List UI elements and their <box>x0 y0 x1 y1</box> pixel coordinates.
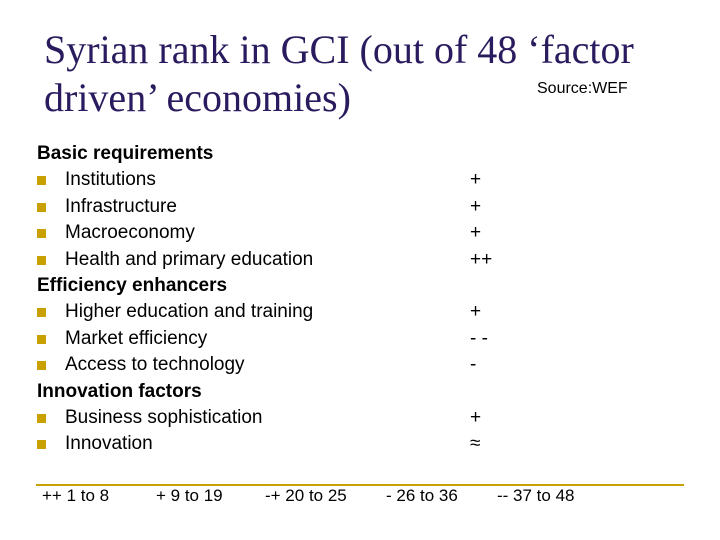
group-row: Innovation factors <box>37 379 557 405</box>
slide-title: Syrian rank in GCI (out of 48 ‘factor dr… <box>44 27 634 120</box>
item-label: Access to technology <box>65 354 245 376</box>
group-row: Basic requirements <box>37 141 557 167</box>
list-item: Higher education and training + <box>37 299 557 325</box>
item-rating: ++ <box>470 248 493 270</box>
item-rating: - - <box>470 327 488 349</box>
legend-item: ++ 1 to 8 <box>42 486 110 505</box>
ranking-list: Basic requirements Institutions + Infras… <box>37 141 557 458</box>
item-label: Institutions <box>65 169 156 191</box>
item-label: Innovation <box>65 433 153 455</box>
group-label: Basic requirements <box>37 143 214 164</box>
list-item: Infrastructure + <box>37 194 557 220</box>
list-item: Access to technology - <box>37 352 557 378</box>
item-rating: ≈ <box>470 433 481 455</box>
item-rating: + <box>470 195 482 217</box>
item-rating: + <box>470 169 482 191</box>
item-rating: + <box>470 406 482 428</box>
item-label: Infrastructure <box>65 195 177 217</box>
list-item: Macroeconomy + <box>37 220 557 246</box>
legend-item: -+ 20 to 25 <box>265 486 347 505</box>
square-bullet-icon <box>37 255 46 265</box>
item-label: Higher education and training <box>65 301 314 323</box>
list-item: Health and primary education ++ <box>37 247 557 273</box>
item-rating: + <box>470 301 482 323</box>
legend-item: -- 37 to 48 <box>497 486 575 505</box>
list-item: Innovation ≈ <box>37 431 557 457</box>
item-rating: - <box>470 354 477 376</box>
square-bullet-icon <box>37 308 46 318</box>
item-label: Health and primary education <box>65 248 314 270</box>
square-bullet-icon <box>37 334 46 344</box>
group-label: Innovation factors <box>37 380 202 402</box>
item-label: Macroeconomy <box>65 222 195 244</box>
source-label: Source:WEF <box>537 80 628 97</box>
legend-item: - 26 to 36 <box>386 486 458 505</box>
square-bullet-icon <box>37 361 46 371</box>
list-item: Business sophistication + <box>37 405 557 431</box>
square-bullet-icon <box>37 202 46 212</box>
square-bullet-icon <box>37 440 46 450</box>
item-label: Market efficiency <box>65 327 208 349</box>
legend-divider <box>36 484 684 486</box>
group-row: Efficiency enhancers <box>37 273 557 299</box>
list-item: Market efficiency - - <box>37 326 557 352</box>
legend-item: + 9 to 19 <box>156 486 223 505</box>
group-label: Efficiency enhancers <box>37 274 228 296</box>
square-bullet-icon <box>37 413 46 423</box>
item-rating: + <box>470 222 482 244</box>
square-bullet-icon <box>37 229 46 239</box>
square-bullet-icon <box>37 176 46 186</box>
list-item: Institutions + <box>37 167 557 193</box>
item-label: Business sophistication <box>65 406 263 428</box>
